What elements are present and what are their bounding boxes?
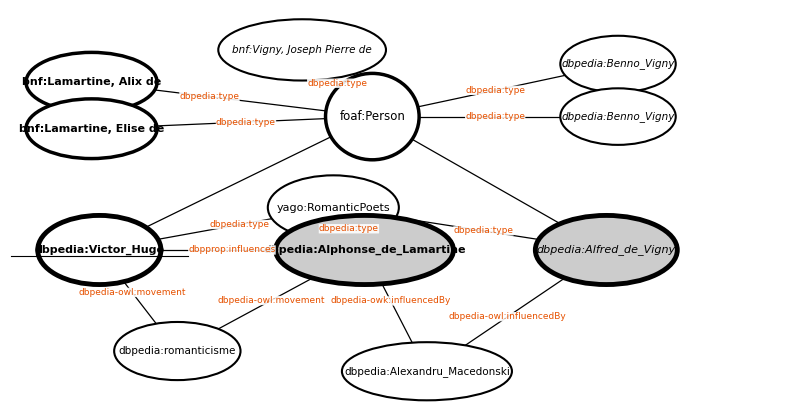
- Ellipse shape: [26, 53, 157, 112]
- Ellipse shape: [536, 215, 677, 284]
- Text: dbpedia-owl:movement: dbpedia-owl:movement: [218, 296, 324, 305]
- Text: dbpedia:type: dbpedia:type: [453, 226, 513, 235]
- Text: dbpedia:Victor_Hugo: dbpedia:Victor_Hugo: [34, 245, 165, 255]
- Text: bnf:Vigny, Joseph Pierre de: bnf:Vigny, Joseph Pierre de: [233, 45, 372, 55]
- Text: dbpedia:romanticisme: dbpedia:romanticisme: [119, 346, 236, 356]
- Ellipse shape: [342, 342, 512, 400]
- Text: dbpedia:type: dbpedia:type: [216, 118, 276, 127]
- Ellipse shape: [114, 322, 240, 380]
- Ellipse shape: [38, 215, 161, 284]
- Ellipse shape: [218, 19, 386, 81]
- Ellipse shape: [560, 88, 676, 145]
- Ellipse shape: [560, 36, 676, 92]
- Text: bnf:Lamartine, Elise de: bnf:Lamartine, Elise de: [19, 124, 165, 134]
- Text: dbpedia:Benno_Vigny: dbpedia:Benno_Vigny: [562, 111, 675, 122]
- Ellipse shape: [26, 99, 157, 159]
- Text: foaf:Person: foaf:Person: [339, 110, 405, 123]
- Text: dbpprop:influences: dbpprop:influences: [188, 245, 275, 254]
- Text: yago:RomanticPoets: yago:RomanticPoets: [277, 203, 390, 212]
- Text: dbpedia-owl:influencedBy: dbpedia-owl:influencedBy: [448, 312, 566, 321]
- Text: dbpedia:Alfred_de_Vigny: dbpedia:Alfred_de_Vigny: [537, 245, 676, 256]
- Ellipse shape: [268, 175, 399, 240]
- Text: dbpedia:type: dbpedia:type: [465, 86, 525, 95]
- Text: dbpedia-owl:movement: dbpedia-owl:movement: [78, 288, 186, 297]
- Text: dbpedia:Alphonse_de_Lamartine: dbpedia:Alphonse_de_Lamartine: [263, 245, 466, 255]
- Text: bnf:Lamartine, Alix de: bnf:Lamartine, Alix de: [22, 77, 161, 87]
- Text: dbpedia:Alexandru_Macedonski: dbpedia:Alexandru_Macedonski: [344, 366, 510, 377]
- Text: dbpedia:Benno_Vigny: dbpedia:Benno_Vigny: [562, 59, 675, 70]
- Text: dbpedia:type: dbpedia:type: [210, 220, 270, 229]
- Text: dbpedia:type: dbpedia:type: [307, 79, 367, 88]
- Text: dbpedia-owk:influencedBy: dbpedia-owk:influencedBy: [331, 296, 451, 305]
- Text: dbpedia:type: dbpedia:type: [319, 224, 379, 233]
- Ellipse shape: [275, 215, 453, 284]
- Ellipse shape: [326, 73, 419, 160]
- Text: dbpedia:type: dbpedia:type: [465, 112, 525, 121]
- Text: dbpedia:type: dbpedia:type: [180, 92, 240, 101]
